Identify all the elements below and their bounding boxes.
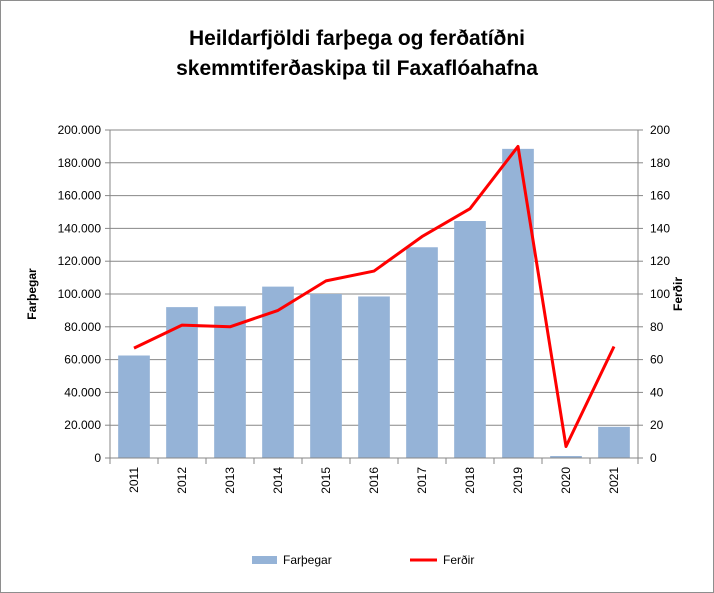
bar-2019	[502, 148, 534, 459]
bar-2020	[550, 456, 582, 458]
bar-2017	[406, 247, 438, 458]
bar-2013	[214, 306, 246, 458]
series-line-ferdir	[133, 144, 616, 449]
y-right-tick-label: 40	[650, 385, 664, 399]
x-tick-label: 2013	[223, 467, 237, 494]
bar-2014	[262, 286, 294, 458]
bar-2011	[118, 355, 150, 458]
chart-title: Heildarfjöldi farþega og ferðatíðni skem…	[0, 24, 714, 84]
bar-2021	[598, 426, 630, 458]
y-right-tick-label: 20	[650, 418, 664, 432]
legend-label-farthegar: Farþegar	[283, 553, 332, 567]
y-right-tick-label: 80	[650, 320, 664, 334]
x-tick-label: 2015	[319, 467, 333, 494]
y-right-tick-label: 120	[650, 254, 670, 268]
legend-label-ferdir: Ferðir	[443, 553, 474, 567]
x-tick-label: 2019	[511, 467, 525, 494]
y-left-tick-label: 200.000	[58, 123, 102, 137]
x-tick-label: 2021	[607, 467, 621, 494]
y-left-tick-label: 140.000	[58, 221, 102, 235]
x-tick-label: 2016	[367, 467, 381, 494]
bar-2018	[454, 221, 486, 458]
y-left-tick-label: 120.000	[58, 254, 102, 268]
x-tick-label: 2012	[175, 467, 189, 494]
x-tick-label: 2011	[127, 467, 141, 493]
y-right-tick-label: 200	[650, 123, 670, 137]
y-right-axis-title: Ferðir	[671, 277, 685, 311]
x-tick-label: 2020	[559, 467, 573, 494]
y-left-tick-label: 160.000	[58, 189, 102, 203]
chart-title-line1: Heildarfjöldi farþega og ferðatíðni	[188, 27, 526, 50]
bar-2012	[166, 307, 198, 458]
y-right-tick-label: 180	[650, 156, 670, 170]
y-left-axis-title: Farþegar	[25, 268, 39, 320]
y-left-tick-label: 60.000	[64, 353, 101, 367]
legend-swatch-farthegar	[252, 556, 277, 564]
bar-2016	[358, 296, 390, 458]
y-right-tick-label: 160	[650, 189, 670, 203]
y-right-tick-label: 60	[650, 353, 664, 367]
x-tick-label: 2018	[463, 467, 477, 494]
y-left-tick-label: 80.000	[64, 320, 101, 334]
y-left-tick-label: 0	[94, 451, 101, 465]
y-left-tick-label: 180.000	[58, 156, 102, 170]
y-left-tick-label: 40.000	[64, 385, 101, 399]
chart-title-line2: skemmtiferðaskipa til Faxaflóahafna	[176, 57, 538, 80]
bar-2015	[310, 294, 342, 458]
y-right-tick-label: 100	[650, 287, 670, 301]
x-tick-label: 2014	[271, 467, 285, 494]
y-left-tick-label: 100.000	[58, 287, 102, 301]
y-right-tick-label: 0	[650, 451, 657, 465]
y-right-tick-label: 140	[650, 221, 670, 235]
y-left-tick-label: 20.000	[64, 418, 101, 432]
x-tick-label: 2017	[415, 467, 429, 494]
